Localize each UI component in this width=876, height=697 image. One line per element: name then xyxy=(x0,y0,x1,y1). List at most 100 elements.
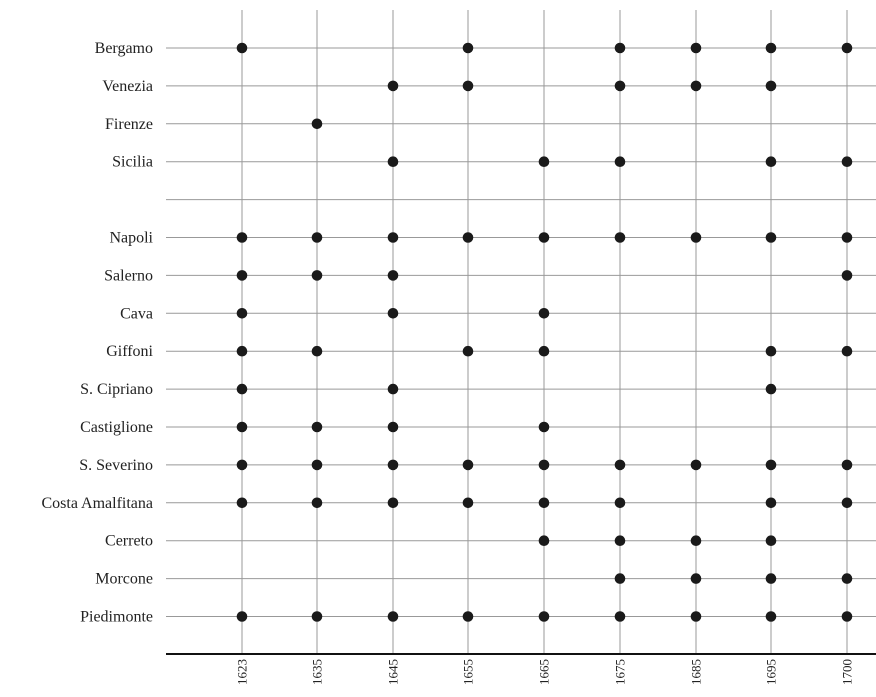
data-point xyxy=(236,345,248,357)
data-point xyxy=(387,80,399,92)
data-point xyxy=(236,421,248,433)
data-point xyxy=(387,232,399,243)
data-point xyxy=(690,573,702,584)
data-point xyxy=(765,535,777,546)
data-point xyxy=(311,345,323,357)
x-tick-label: 1685 xyxy=(689,659,704,685)
x-tick-labels: 1623 1635 1645 1655 1665 1675 1685 1695 1700 xyxy=(235,659,855,685)
data-point xyxy=(841,232,853,243)
data-point xyxy=(236,459,248,471)
vertical-gridlines xyxy=(241,10,848,654)
x-tick-label: 1665 xyxy=(537,659,552,685)
data-point xyxy=(614,42,626,54)
data-point xyxy=(614,232,626,243)
row-label: Bergamo xyxy=(95,40,153,57)
data-point xyxy=(236,308,248,319)
data-point xyxy=(462,459,474,471)
data-point xyxy=(841,497,853,509)
row-label: Castiglione xyxy=(80,419,153,436)
row-label: Piedimonte xyxy=(80,609,153,626)
data-point xyxy=(311,459,323,471)
data-point xyxy=(538,611,550,622)
data-point xyxy=(690,611,702,622)
data-point xyxy=(387,497,399,509)
row-label: Napoli xyxy=(109,230,153,247)
data-point xyxy=(614,497,626,509)
data-point xyxy=(841,459,853,471)
data-point xyxy=(311,270,323,281)
data-point xyxy=(614,535,626,546)
data-point xyxy=(765,80,777,92)
data-point xyxy=(462,497,474,509)
data-point xyxy=(690,80,702,92)
data-point xyxy=(690,232,702,243)
data-point xyxy=(538,459,550,471)
data-point xyxy=(311,118,323,130)
data-point xyxy=(387,611,399,622)
data-point xyxy=(765,459,777,471)
data-point xyxy=(538,232,550,243)
data-point xyxy=(311,497,323,509)
row-label: Venezia xyxy=(102,78,153,95)
row-label: S. Cipriano xyxy=(80,381,153,398)
row-labels: Bergamo Venezia Firenze Sicilia Napoli Salern… xyxy=(41,40,153,626)
data-point xyxy=(765,497,777,509)
data-point xyxy=(765,611,777,622)
x-tick-label: 1655 xyxy=(461,659,476,685)
row-label: Giffoni xyxy=(106,343,153,360)
data-point xyxy=(614,80,626,92)
data-point xyxy=(462,611,474,622)
row-label: Cava xyxy=(120,305,153,322)
data-point xyxy=(236,270,248,281)
x-tick-label: 1635 xyxy=(310,659,325,685)
row-label: Firenze xyxy=(105,116,153,133)
data-point xyxy=(841,42,853,54)
x-tick-label: 1623 xyxy=(235,659,250,685)
data-point xyxy=(765,573,777,584)
data-point xyxy=(236,42,248,54)
data-point xyxy=(690,459,702,471)
x-tick-label: 1675 xyxy=(613,659,628,685)
data-point xyxy=(538,156,550,167)
data-point xyxy=(765,232,777,243)
data-point xyxy=(462,42,474,54)
data-point xyxy=(311,421,323,433)
data-point xyxy=(614,156,626,167)
x-tick-label: 1695 xyxy=(764,659,779,685)
data-point xyxy=(614,611,626,622)
data-point xyxy=(538,535,550,546)
data-point xyxy=(236,383,248,395)
data-point xyxy=(614,573,626,584)
data-point xyxy=(387,383,399,395)
data-point xyxy=(765,383,777,395)
data-point xyxy=(841,345,853,357)
x-tick-label: 1700 xyxy=(840,659,855,685)
data-point xyxy=(765,42,777,54)
data-point xyxy=(614,459,626,471)
row-label: S. Severino xyxy=(79,457,153,474)
data-point xyxy=(236,232,248,243)
x-tick-label: 1645 xyxy=(386,659,401,685)
data-point xyxy=(387,270,399,281)
data-point xyxy=(538,421,550,433)
data-point xyxy=(538,497,550,509)
data-point xyxy=(765,156,777,167)
data-point xyxy=(841,611,853,622)
data-point xyxy=(538,308,550,319)
data-point xyxy=(236,611,248,622)
data-point xyxy=(311,611,323,622)
data-point xyxy=(462,232,474,243)
data-point xyxy=(236,497,248,509)
data-point xyxy=(841,573,853,584)
data-point xyxy=(690,42,702,54)
data-point xyxy=(462,345,474,357)
data-point xyxy=(538,345,550,357)
row-label: Salerno xyxy=(104,267,153,284)
data-point xyxy=(841,270,853,281)
data-point xyxy=(387,308,399,319)
row-label: Costa Amalfitana xyxy=(41,495,153,512)
row-label: Cerreto xyxy=(105,533,153,550)
row-label: Sicilia xyxy=(112,154,153,171)
data-point xyxy=(387,459,399,471)
